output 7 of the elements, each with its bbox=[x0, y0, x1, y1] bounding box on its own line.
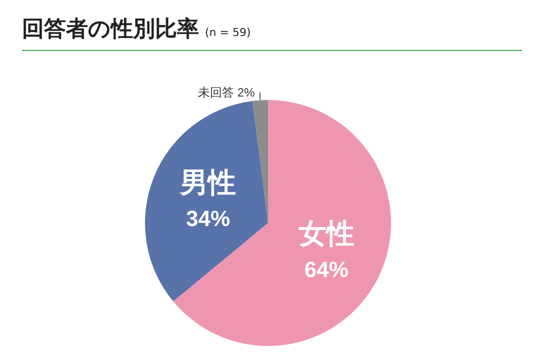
chart-title: 回答者の性別比率 bbox=[22, 17, 199, 42]
slice-label: 男性 bbox=[179, 166, 236, 198]
slice-label: 未回答 2% bbox=[198, 85, 256, 100]
data-label: 34% bbox=[186, 206, 230, 231]
data-label: 64% bbox=[304, 256, 348, 282]
slice-label: 女性 bbox=[297, 218, 354, 249]
chart-subtitle: (n = 59) bbox=[205, 26, 251, 39]
